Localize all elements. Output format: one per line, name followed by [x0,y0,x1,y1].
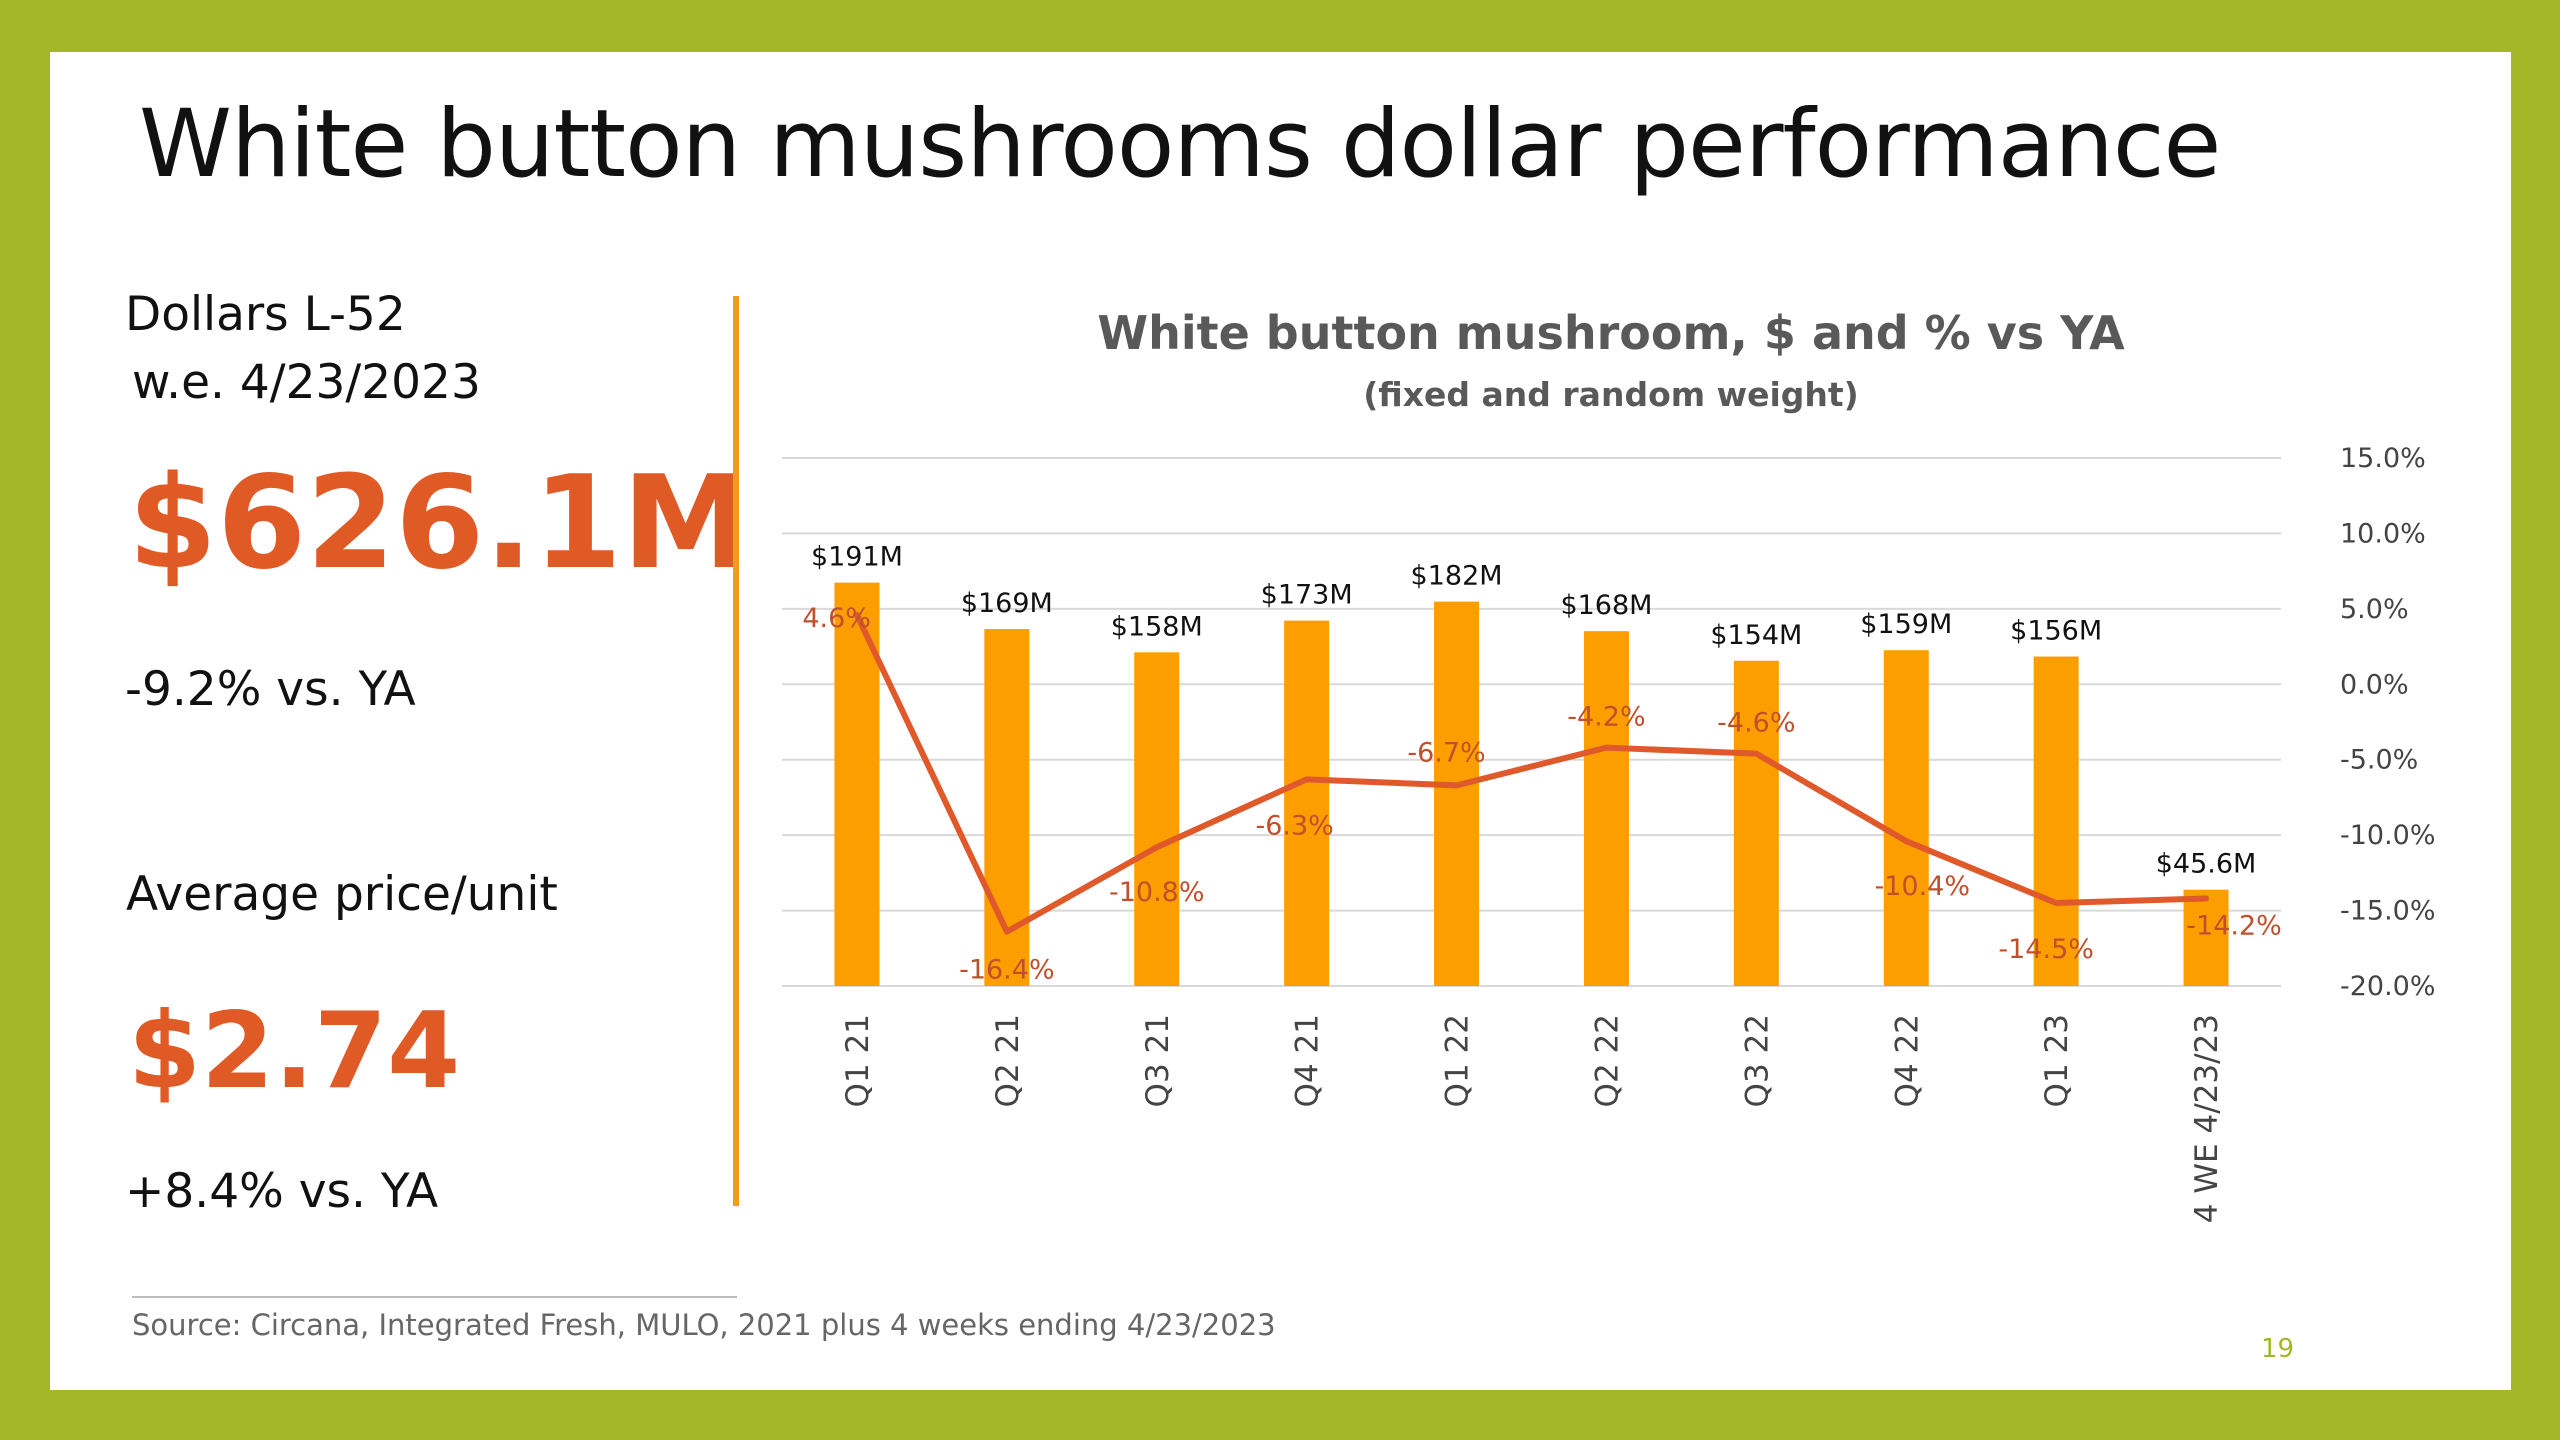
slide: White button mushrooms dollar performanc… [50,52,2511,1390]
x-tick-label: Q3 22 [1739,1014,1775,1107]
bar-value-label: $169M [961,588,1053,619]
source-rule [132,1296,737,1298]
line-value-label: -6.7% [1407,737,1485,768]
line-value-label: -10.8% [1109,877,1205,908]
x-tick-label: Q3 21 [1140,1014,1176,1107]
line-value-label: 4.6% [802,603,871,634]
bar [1583,631,1629,986]
bar-value-label: $45.6M [2156,849,2257,880]
bar-value-label: $158M [1111,611,1203,642]
x-tick-label: Q1 21 [840,1014,876,1107]
line-value-label: -4.2% [1567,702,1645,733]
panel-divider [733,296,739,1206]
y-tick-label: 0.0% [2340,669,2409,700]
bar-value-label: $173M [1261,580,1353,611]
bar-value-label: $159M [1860,609,1952,640]
chart: White button mushroom, $ and % vs YA (fi… [782,306,2436,1223]
price-change: +8.4% vs. YA [125,1164,439,1219]
bar-value-label: $154M [1710,620,1802,651]
page-number: 19 [2261,1334,2295,1364]
chart-title: White button mushroom, $ and % vs YA [1097,306,2125,360]
chart-subtitle: (fixed and random weight) [1363,375,1859,414]
y-tick-label: 10.0% [2340,518,2426,549]
series-line [853,611,2210,935]
source-note: Source: Circana, Integrated Fresh, MULO,… [132,1308,1276,1342]
bar-value-label: $182M [1411,561,1503,592]
bar [2183,889,2229,986]
dollars-value: $626.1M [128,449,750,598]
bar [1134,652,1180,986]
x-tick-label: 4 WE 4/23/23 [2189,1014,2225,1223]
bar [1284,620,1330,986]
line-value-label: -14.5% [1998,934,2094,965]
line-value-label: -10.4% [1874,871,1970,902]
slide-title: White button mushrooms dollar performanc… [139,90,2221,199]
dollars-change: -9.2% vs. YA [125,662,416,717]
y-tick-label: 5.0% [2340,594,2409,625]
bar [1883,650,1929,986]
x-tick-label: Q2 21 [990,1014,1026,1107]
price-value: $2.74 [128,990,461,1112]
x-tick-label: Q1 23 [2039,1014,2075,1107]
y-tick-label: -10.0% [2340,820,2436,851]
line-value-label: -6.3% [1255,810,1333,841]
dollars-period-label: w.e. 4/23/2023 [132,355,481,410]
x-tick-label: Q2 22 [1589,1014,1625,1107]
x-tick-label: Q4 22 [1889,1014,1925,1107]
x-tick-label: Q4 21 [1290,1014,1326,1107]
line-value-label: -14.2% [2186,911,2282,942]
bar [2033,656,2079,986]
line-value-label: -4.6% [1717,708,1795,739]
bar-value-label: $191M [811,542,903,573]
line-value-label: -16.4% [959,955,1055,986]
price-label: Average price/unit [126,867,558,922]
y-tick-label: -15.0% [2340,896,2436,927]
y-tick-label: -20.0% [2340,971,2436,1002]
bar-value-label: $156M [2010,616,2102,647]
y-tick-label: -5.0% [2340,745,2418,776]
y-tick-label: 15.0% [2340,443,2426,474]
bar-value-label: $168M [1560,590,1652,621]
bar [1733,660,1779,986]
bar [1434,601,1480,986]
x-tick-label: Q1 22 [1440,1014,1476,1107]
dollars-label: Dollars L-52 [125,287,406,342]
